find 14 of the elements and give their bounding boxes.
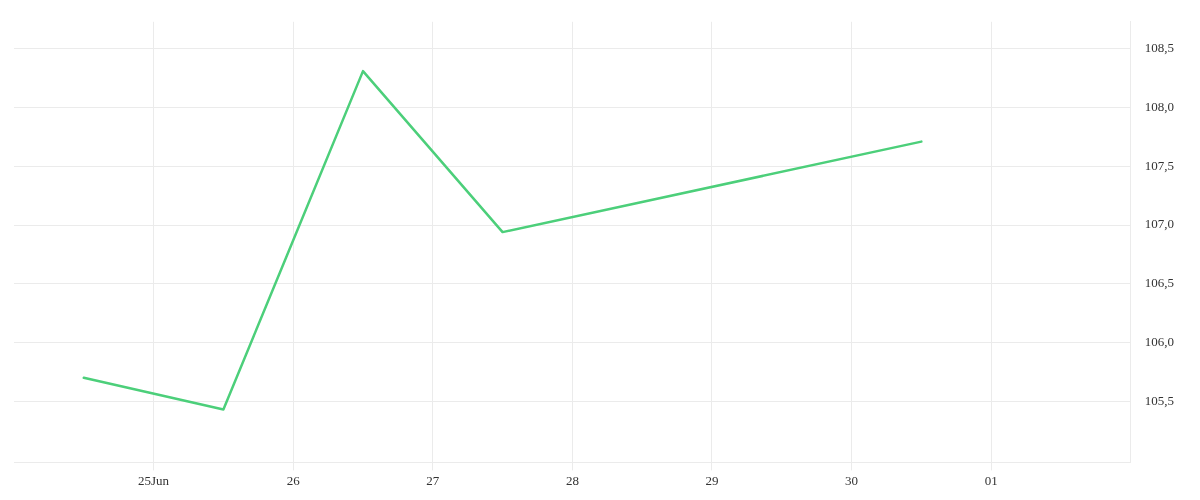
y-tick-label: 108,5 xyxy=(1144,40,1174,56)
x-tick-label: 28 xyxy=(565,472,579,488)
x-tick-label: 01 xyxy=(984,472,998,488)
y-tick-label: 108,0 xyxy=(1144,98,1174,114)
x-tick-label: 30 xyxy=(845,472,859,488)
y-tick-label: 105,5 xyxy=(1144,392,1174,408)
x-tick-label: 26 xyxy=(286,472,301,488)
y-tick-label: 107,0 xyxy=(1144,216,1174,232)
y-tick-label: 106,0 xyxy=(1144,333,1174,349)
y-tick-label: 107,5 xyxy=(1144,157,1174,173)
x-tick-label: 25Jun xyxy=(138,472,170,488)
x-tick-label: 29 xyxy=(705,472,719,488)
x-tick-label: 27 xyxy=(426,472,440,488)
y-tick-label: 106,5 xyxy=(1144,275,1174,291)
